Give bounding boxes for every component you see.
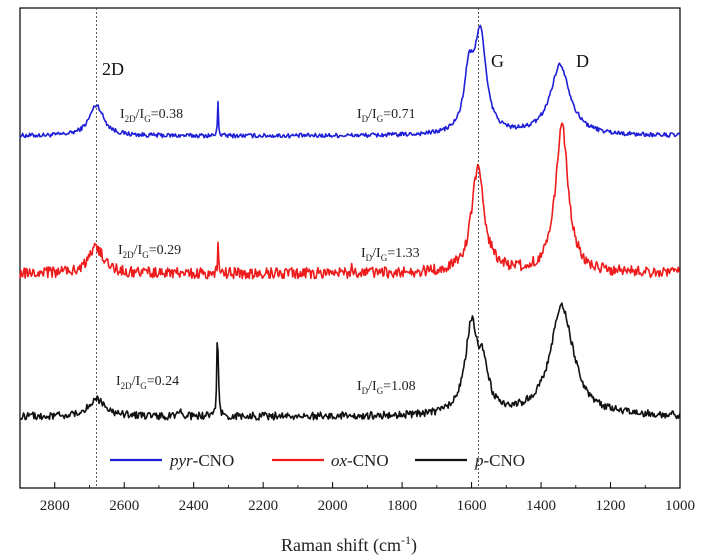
peak-label-g: G (491, 51, 504, 71)
x-tick-label: 1000 (665, 498, 695, 514)
ratio-p-d: ID/IG=1.08 (357, 379, 416, 396)
x-tick-label: 1200 (596, 498, 626, 514)
ratio-pyr-d: ID/IG=0.71 (357, 107, 416, 124)
x-tick-label: 2800 (40, 498, 70, 514)
series-line-ox-cno (19, 122, 681, 280)
x-tick-label: 1800 (387, 498, 417, 514)
x-tick-label: 2400 (179, 498, 209, 514)
ratio-ox-2d: I2D/IG=0.29 (118, 243, 181, 260)
peak-label-d: D (576, 51, 589, 71)
legend-label-ox: ox-CNO (331, 451, 389, 470)
ratio-ox-d: ID/IG=1.33 (361, 246, 420, 263)
series-line-pyr-cno (19, 24, 681, 139)
x-tick-label: 1600 (457, 498, 487, 514)
ratio-p-2d: I2D/IG=0.24 (116, 374, 179, 391)
series-layer (19, 24, 681, 421)
x-tick-label: 2200 (248, 498, 278, 514)
plot-frame (19, 7, 681, 489)
x-tick-label: 2000 (318, 498, 348, 514)
x-axis: 2800 2600 2400 2200 2000 1800 1600 1400 1200 1000 (19, 482, 695, 514)
ratio-pyr-2d: I2D/IG=0.38 (120, 107, 183, 124)
peak-label-2d: 2D (102, 59, 124, 79)
legend-label-pyr: pyr-CNO (169, 451, 234, 470)
x-tick-label: 2600 (109, 498, 139, 514)
series-line-p-cno (19, 302, 681, 421)
legend-label-p: p-CNO (474, 451, 525, 470)
x-axis-label: Raman shift (cm-1) (281, 533, 417, 556)
x-tick-label: 1400 (526, 498, 556, 514)
legend: pyr-CNO ox-CNO p-CNO (110, 451, 525, 470)
